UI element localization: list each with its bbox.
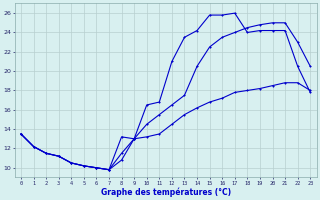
X-axis label: Graphe des températures (°C): Graphe des températures (°C) <box>100 187 231 197</box>
